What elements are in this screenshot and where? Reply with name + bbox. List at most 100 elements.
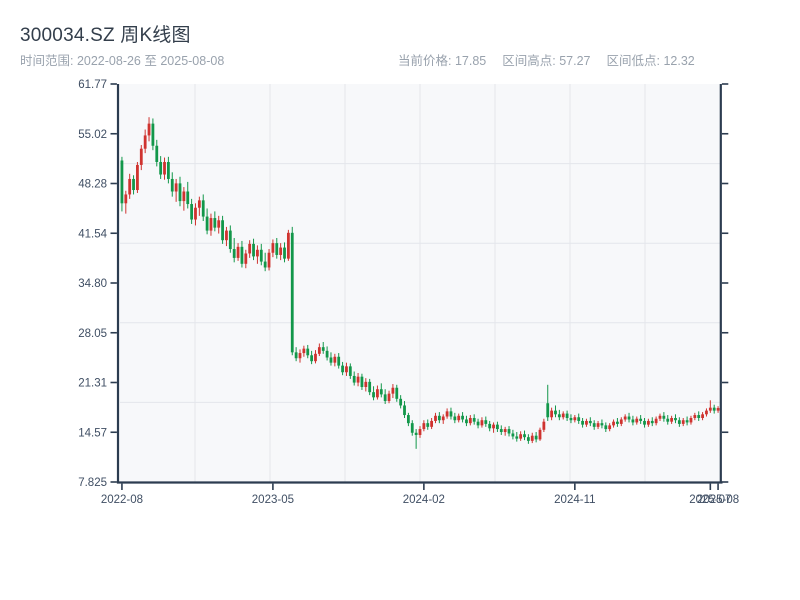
range-low-label: 区间低点: <box>606 54 660 68</box>
candle-body <box>484 420 488 424</box>
candle-body <box>538 429 542 440</box>
candle-body <box>329 357 333 363</box>
candle-body <box>689 417 693 423</box>
candle-body <box>395 387 399 399</box>
candle-body <box>325 350 329 358</box>
candle-body <box>526 437 530 441</box>
candle-body <box>557 414 561 418</box>
candle-body <box>430 420 434 427</box>
current-price-stat: 当前价格: 17.85 <box>398 50 486 69</box>
candle-body <box>600 423 604 426</box>
candle-body <box>240 246 244 264</box>
candle-body <box>496 424 499 430</box>
candle-body <box>178 183 182 202</box>
candle-body <box>716 408 720 411</box>
candle-body <box>476 421 480 426</box>
candle-body <box>174 183 178 192</box>
candle-body <box>317 347 321 354</box>
candle-body <box>364 381 368 388</box>
candle-body <box>360 376 364 388</box>
stats-row: 当前价格: 17.85 区间高点: 57.27 区间低点: 12.32 <box>398 50 695 69</box>
candle-body <box>654 418 658 424</box>
candle-body <box>677 420 681 424</box>
candle-body <box>128 178 132 195</box>
y-axis-tick-label: 41.54 <box>78 228 107 240</box>
candle-body <box>422 423 426 430</box>
range-high-value: 57.27 <box>559 54 591 68</box>
candle-body <box>410 423 414 433</box>
candle-body <box>155 145 159 162</box>
candle-body <box>205 216 209 231</box>
candle-body <box>399 398 403 406</box>
candle-body <box>286 232 290 259</box>
candle-body <box>639 418 643 421</box>
candle-body <box>581 420 584 425</box>
time-range-text: 时间范围: 2022-08-26 至 2025-08-08 <box>20 54 225 68</box>
candle-body <box>159 161 163 175</box>
candle-body <box>550 410 554 418</box>
y-axis-tick-label: 55.02 <box>78 129 107 141</box>
x-axis-tick-label: 2025-07 <box>689 494 731 506</box>
candle-body <box>662 415 666 419</box>
candle-body <box>666 418 670 422</box>
candle-body <box>519 434 523 439</box>
candle-body <box>136 164 139 191</box>
candle-body <box>197 200 201 208</box>
candle-body <box>712 407 716 411</box>
candle-body <box>472 417 476 422</box>
candle-body <box>426 423 430 427</box>
candle-body <box>341 365 344 373</box>
candle-body <box>391 387 395 394</box>
candle-body <box>248 243 252 254</box>
candle-body <box>170 178 174 192</box>
candle-body <box>530 435 534 441</box>
candle-body <box>608 425 612 430</box>
candle-body <box>561 413 565 418</box>
candle-body <box>542 421 546 430</box>
candle-body <box>271 243 275 253</box>
candle-body <box>368 381 372 393</box>
candle-body <box>488 423 492 429</box>
candle-body <box>457 415 461 421</box>
candle-body <box>124 194 128 204</box>
candle-body <box>623 416 627 420</box>
candle-body <box>585 420 588 425</box>
candle-body <box>252 243 255 257</box>
candle-body <box>511 433 515 437</box>
candle-body <box>310 355 314 362</box>
candle-body <box>468 417 472 424</box>
candle-body <box>225 230 228 241</box>
candle-body <box>387 393 391 402</box>
candle-body <box>565 413 569 418</box>
y-axis-tick-label: 21.31 <box>78 378 107 390</box>
candle-body <box>228 230 232 250</box>
y-axis-tick-label: 7.825 <box>78 477 107 489</box>
candle-body <box>263 261 267 268</box>
x-axis-tick-label: 2023-05 <box>252 494 294 506</box>
candle-body <box>492 424 495 429</box>
candle-body <box>650 420 654 424</box>
candle-body <box>631 419 635 423</box>
candle-body <box>232 249 236 258</box>
candle-body <box>465 419 468 424</box>
page-title: 300034.SZ 周K线图 <box>20 25 191 46</box>
x-axis-tick-label: 2022-08 <box>101 494 143 506</box>
candle-body <box>588 420 592 424</box>
candle-body <box>147 123 151 136</box>
candle-body <box>259 249 263 262</box>
candle-body <box>627 416 631 420</box>
candle-body <box>437 415 441 421</box>
candle-body <box>596 423 600 427</box>
candle-body <box>406 415 410 424</box>
candle-body <box>592 423 596 427</box>
candle-body <box>275 243 279 255</box>
candle-body <box>670 417 674 422</box>
y-axis-tick-label: 14.57 <box>78 427 107 439</box>
candle-body <box>376 389 379 398</box>
x-axis-tick-label: 2024-02 <box>403 494 445 506</box>
candle-body <box>515 436 519 439</box>
candle-body <box>705 410 708 415</box>
range-high-stat: 区间高点: 57.27 <box>502 50 590 69</box>
candle-body <box>674 417 677 421</box>
